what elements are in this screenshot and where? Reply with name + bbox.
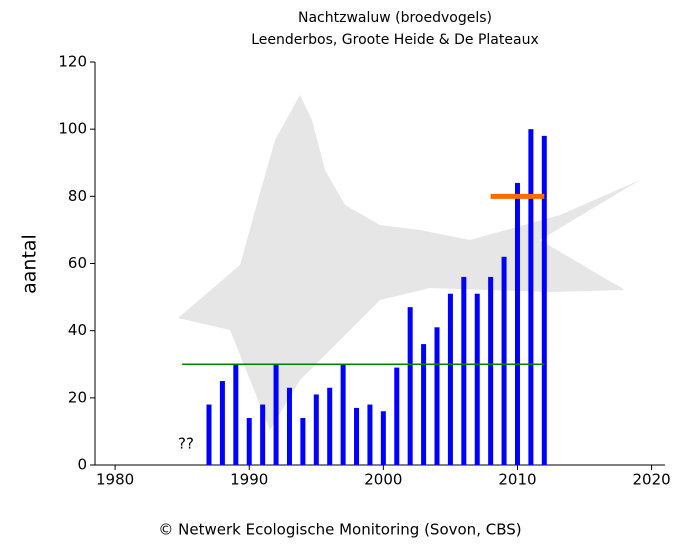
x-tick-label: 2010 — [498, 471, 536, 489]
x-tick-label: 2000 — [364, 471, 402, 489]
chart-subtitle: Leenderbos, Groote Heide & De Plateaux — [251, 32, 538, 48]
bar — [260, 405, 265, 465]
bar — [475, 294, 480, 465]
bar — [367, 405, 372, 465]
bar — [314, 394, 319, 465]
bar — [542, 136, 547, 465]
bar — [421, 344, 426, 465]
y-tick-label: 20 — [68, 388, 87, 406]
bar — [287, 388, 292, 465]
bar — [354, 408, 359, 465]
x-tick-label: 1990 — [230, 471, 268, 489]
bar — [394, 368, 399, 465]
y-tick-label: 100 — [58, 120, 87, 138]
bar — [327, 388, 332, 465]
x-tick-label: 2020 — [632, 471, 670, 489]
annotation: ?? — [178, 435, 194, 453]
bar — [247, 418, 252, 465]
bar — [502, 257, 507, 465]
bar — [220, 381, 225, 465]
chart-title: Nachtzwaluw (broedvogels) — [298, 10, 492, 26]
x-tick-label: 1980 — [96, 471, 134, 489]
bar — [515, 183, 520, 465]
y-tick-label: 80 — [68, 187, 87, 205]
y-tick-label: 40 — [68, 321, 87, 339]
bar — [408, 307, 413, 465]
y-tick-label: 120 — [58, 53, 87, 71]
chart: Nachtzwaluw (broedvogels) Leenderbos, Gr… — [0, 0, 678, 547]
bar — [207, 405, 212, 465]
y-tick-label: 0 — [77, 456, 87, 474]
bar — [488, 277, 493, 465]
bar — [528, 129, 533, 465]
bar — [448, 294, 453, 465]
bar — [381, 411, 386, 465]
bar — [300, 418, 305, 465]
bar — [435, 327, 440, 465]
bar — [274, 364, 279, 465]
y-axis-label: aantal — [19, 234, 41, 294]
bar — [461, 277, 466, 465]
y-tick-label: 60 — [68, 254, 87, 272]
footer: © Netwerk Ecologische Monitoring (Sovon,… — [158, 521, 521, 539]
bar — [233, 364, 238, 465]
bar — [341, 364, 346, 465]
